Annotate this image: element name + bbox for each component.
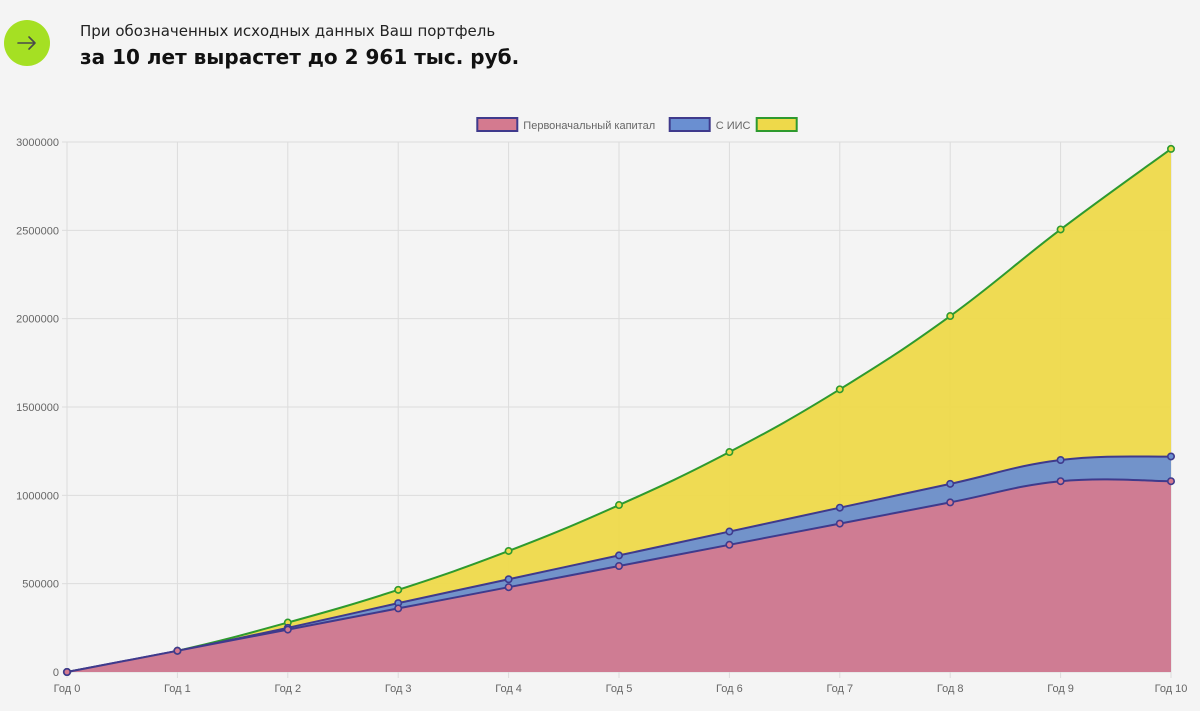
header: При обозначенных исходных данных Ваш пор… <box>0 0 1200 90</box>
initial-capital-point[interactable] <box>173 646 182 655</box>
iis-point[interactable] <box>835 503 844 512</box>
legend-swatch-initial-capital[interactable] <box>476 117 519 132</box>
initial-capital-point[interactable] <box>283 625 292 634</box>
initial-capital-point[interactable] <box>1167 477 1176 486</box>
total-point[interactable] <box>504 546 513 555</box>
x-tick-label: Год 7 <box>826 683 853 695</box>
portfolio-headline: за 10 лет вырастет до 2 961 тыс. руб. <box>80 45 520 69</box>
x-tick-label: Год 5 <box>606 683 633 695</box>
initial-capital-point[interactable] <box>504 583 513 592</box>
total-point[interactable] <box>946 312 955 321</box>
next-arrow-button[interactable] <box>4 20 50 66</box>
iis-point[interactable] <box>614 551 623 560</box>
y-tick-label: 0 <box>53 667 59 679</box>
y-tick-label: 1500000 <box>16 402 59 414</box>
y-tick-label: 1000000 <box>16 490 59 502</box>
y-tick-label: 3000000 <box>16 137 59 149</box>
total-point[interactable] <box>394 585 403 594</box>
arrow-right-icon <box>17 36 36 50</box>
y-tick-label: 500000 <box>22 579 59 591</box>
x-tick-label: Год 8 <box>937 683 964 695</box>
iis-point[interactable] <box>725 527 734 536</box>
initial-capital-point[interactable] <box>614 561 623 570</box>
x-tick-label: Год 2 <box>274 683 301 695</box>
initial-capital-point[interactable] <box>62 667 71 676</box>
x-tick-label: Год 9 <box>1047 683 1074 695</box>
iis-point[interactable] <box>1167 452 1176 461</box>
x-tick-label: Год 0 <box>54 683 81 695</box>
legend-swatch-total[interactable] <box>755 117 798 132</box>
x-tick-label: Год 6 <box>716 683 743 695</box>
total-point[interactable] <box>725 448 734 457</box>
total-point[interactable] <box>1167 144 1176 153</box>
total-line <box>66 148 1172 673</box>
iis-point[interactable] <box>946 479 955 488</box>
y-tick-label: 2500000 <box>16 225 59 237</box>
total-point[interactable] <box>835 385 844 394</box>
legend-swatch-iis[interactable] <box>668 117 711 132</box>
total-point[interactable] <box>1056 225 1065 234</box>
y-tick-label: 2000000 <box>16 314 59 326</box>
portfolio-subtitle: При обозначенных исходных данных Ваш пор… <box>80 22 496 40</box>
legend-label-initial-capital[interactable]: Первоначальный капитал <box>523 120 655 132</box>
initial-capital-point[interactable] <box>946 498 955 507</box>
initial-capital-point[interactable] <box>394 604 403 613</box>
x-tick-label: Год 4 <box>495 683 522 695</box>
x-tick-label: Год 3 <box>385 683 412 695</box>
initial-capital-point[interactable] <box>725 540 734 549</box>
initial-capital-point[interactable] <box>1056 477 1065 486</box>
initial-capital-point[interactable] <box>835 519 844 528</box>
legend-label-iis[interactable]: С ИИС <box>716 120 751 132</box>
total-point[interactable] <box>614 501 623 510</box>
iis-point[interactable] <box>504 575 513 584</box>
iis-point[interactable] <box>1056 455 1065 464</box>
initial-capital-area <box>67 479 1171 672</box>
x-tick-label: Год 10 <box>1155 683 1188 695</box>
x-tick-label: Год 1 <box>164 683 191 695</box>
